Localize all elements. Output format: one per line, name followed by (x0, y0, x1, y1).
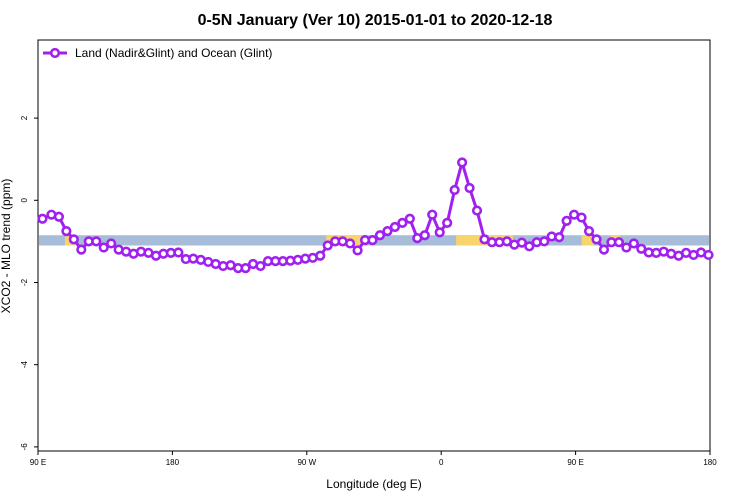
x-tick-label: 90 W (297, 458, 316, 467)
data-point (621, 242, 632, 253)
data-point (628, 238, 639, 249)
data-point (91, 236, 102, 247)
y-tick-label: -4 (20, 361, 29, 369)
x-axis: 90 E 180 90 W 0 90 E 180 (30, 451, 717, 467)
y-tick-label: -2 (20, 278, 29, 286)
data-point (598, 244, 610, 255)
y-tick-label: 2 (20, 115, 29, 120)
data-point (554, 232, 565, 243)
data-point (434, 227, 445, 238)
data-point (397, 217, 408, 228)
data-point (457, 157, 468, 168)
land-band-segment (581, 235, 594, 246)
legend-entry-label: Land (Nadir&Glint) and Ocean (Glint) (75, 46, 272, 60)
legend-marker-swatch (49, 47, 61, 59)
data-point (367, 235, 378, 246)
data-point (464, 182, 475, 194)
data-point (539, 236, 550, 247)
data-point (524, 241, 535, 252)
data-point (419, 230, 430, 241)
data-point (404, 213, 415, 224)
data-point (591, 234, 602, 245)
y-tick-label: 0 (20, 198, 29, 203)
data-point (561, 215, 572, 226)
y-axis: 2 0 -2 -4 -6 (20, 115, 38, 450)
data-point (442, 217, 453, 228)
data-point (255, 260, 266, 272)
series-layer (37, 157, 714, 274)
data-point (352, 245, 363, 256)
data-point (76, 244, 87, 255)
data-point (240, 263, 251, 274)
data-point (583, 226, 595, 237)
data-point (636, 243, 647, 254)
data-point (576, 212, 587, 223)
data-point (374, 230, 386, 241)
y-tick-label: -6 (20, 443, 29, 451)
data-point (37, 213, 48, 224)
data-point (53, 211, 65, 222)
legend: Land (Nadir&Glint) and Ocean (Glint) (43, 46, 272, 60)
data-point (345, 238, 356, 249)
data-point (516, 237, 527, 248)
data-point (449, 184, 460, 196)
plot-frame (37, 39, 711, 452)
data-point (68, 234, 79, 245)
x-tick-label: 180 (166, 458, 180, 467)
x-tick-label: 90 E (30, 458, 46, 467)
data-point (61, 226, 72, 237)
x-tick-label: 90 E (567, 458, 583, 467)
x-tick-label: 0 (439, 458, 444, 467)
data-point (322, 240, 333, 251)
data-point (98, 242, 109, 253)
chart-title: 0-5N January (Ver 10) 2015-01-01 to 2020… (198, 12, 553, 29)
data-point (389, 221, 401, 233)
data-point (703, 249, 714, 261)
x-tick-label: 180 (703, 458, 717, 467)
x-axis-label: Longitude (deg E) (326, 477, 421, 491)
y-axis-label: XCO2 - MLO trend (ppm) (0, 179, 13, 314)
data-point (471, 205, 483, 216)
data-point (382, 226, 393, 237)
data-point (315, 250, 326, 261)
data-point (613, 237, 625, 248)
data-point (106, 238, 117, 249)
data-point (427, 209, 438, 220)
data-point (173, 247, 184, 258)
